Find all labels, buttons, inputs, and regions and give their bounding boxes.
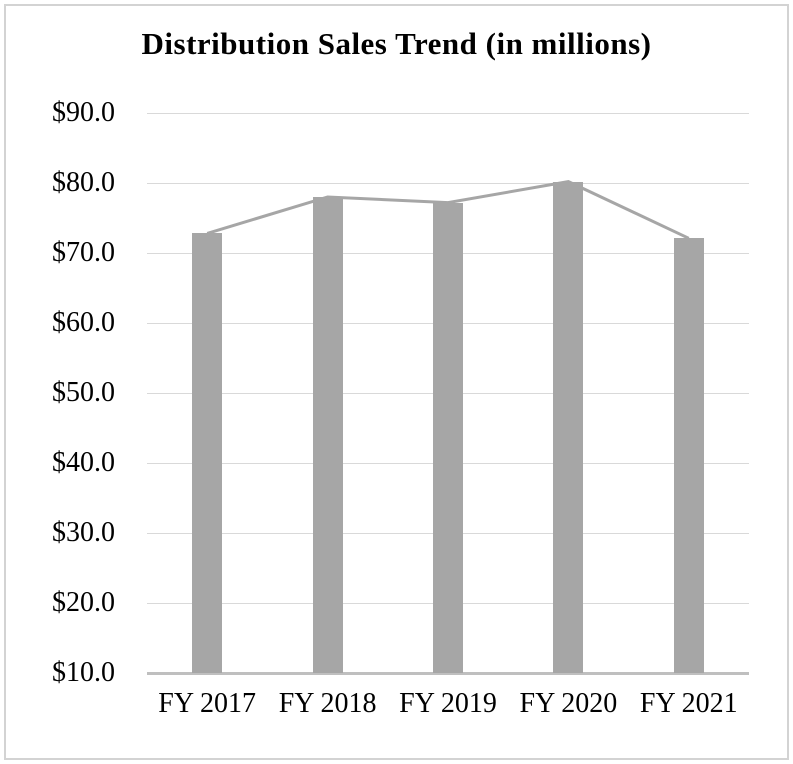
gridline (147, 183, 749, 184)
gridline (147, 113, 749, 114)
bar-fy-2021 (673, 238, 704, 673)
y-axis-tick-label: $90.0 (52, 97, 115, 128)
y-axis-tick-label: $40.0 (52, 447, 115, 478)
x-axis-tick-label: FY 2020 (519, 688, 618, 719)
x-axis-tick-label: FY 2019 (399, 688, 497, 719)
y-axis-tick-label: $10.0 (52, 657, 115, 688)
y-axis-tick-label: $60.0 (52, 307, 115, 338)
chart-title: Distribution Sales Trend (in millions) (141, 26, 652, 61)
y-axis-tick-label: $70.0 (52, 237, 115, 268)
chart-border (4, 4, 789, 760)
bar-fy-2019 (433, 202, 463, 673)
y-axis-tick-label: $30.0 (52, 517, 115, 548)
x-axis-tick-label: FY 2021 (639, 688, 738, 719)
x-axis-tick-label: FY 2017 (158, 688, 257, 719)
bar-fy-2020 (553, 181, 584, 673)
bar-fy-2018 (312, 197, 343, 673)
y-axis-tick-label: $50.0 (52, 377, 115, 408)
x-axis-tick-label: FY 2018 (278, 688, 377, 719)
x-axis-line (147, 672, 749, 675)
y-axis-tick-label: $80.0 (52, 167, 115, 198)
y-axis-tick-label: $20.0 (52, 587, 115, 618)
bar-fy-2017 (192, 233, 223, 673)
